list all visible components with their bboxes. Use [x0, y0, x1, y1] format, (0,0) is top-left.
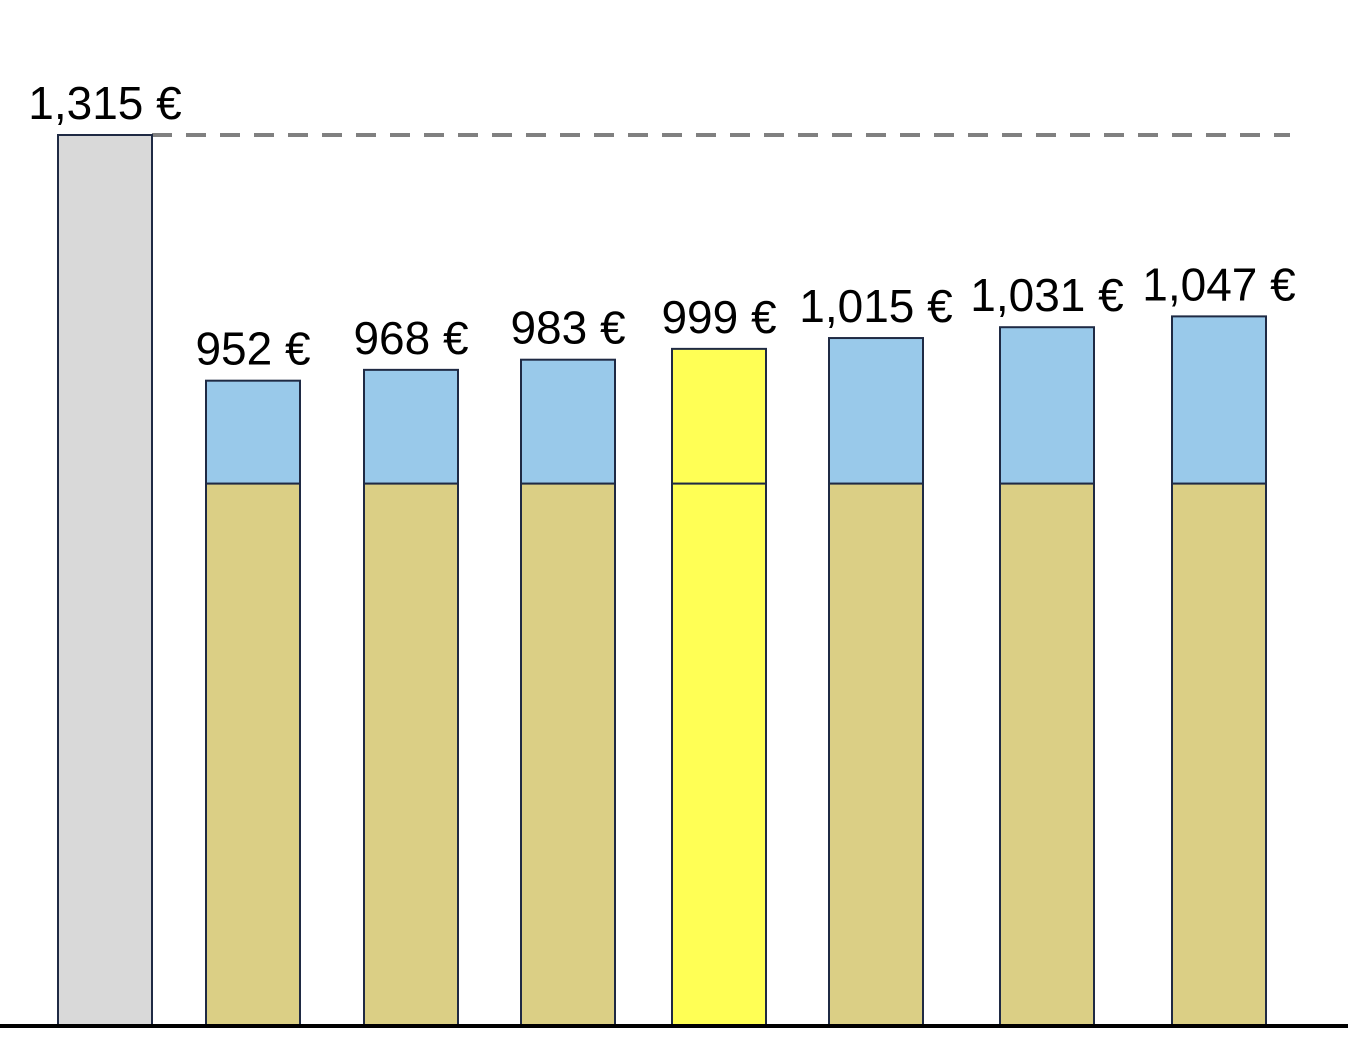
bar-6-segment-2: [828, 337, 924, 485]
bars-group: [57, 134, 1267, 1027]
data-label-7: 1,031 €: [970, 269, 1123, 321]
data-label-4: 983 €: [510, 302, 625, 354]
data-label-3: 968 €: [353, 312, 468, 364]
data-label-2: 952 €: [195, 323, 310, 375]
bar-3-segment-2: [363, 368, 459, 485]
bar-6-segment-1: [828, 482, 924, 1027]
bar-7-segment-2: [999, 326, 1095, 485]
bar-8-segment-1: [1171, 482, 1267, 1027]
data-label-8: 1,047 €: [1142, 258, 1295, 310]
bar-7-segment-1: [999, 482, 1095, 1027]
data-labels-group: 1,315 € 952 € 968 € 983 € 999 € 1,015 € 1,031 …: [28, 77, 1295, 375]
bar-3-segment-1: [363, 482, 459, 1027]
data-label-6: 1,015 €: [799, 280, 952, 332]
bar-4-segment-1: [520, 482, 616, 1027]
bar-2-segment-2: [205, 379, 301, 485]
data-label-5: 999 €: [661, 291, 776, 343]
bar-2-segment-1: [205, 482, 301, 1027]
bar-5-segment-2: [671, 347, 767, 485]
data-label-1: 1,315 €: [28, 77, 181, 129]
bar-8-segment-2: [1171, 315, 1267, 485]
bar-4-segment-2: [520, 358, 616, 485]
bar-5-segment-1: [671, 482, 767, 1027]
bar-1-segment-1: [57, 134, 153, 1026]
